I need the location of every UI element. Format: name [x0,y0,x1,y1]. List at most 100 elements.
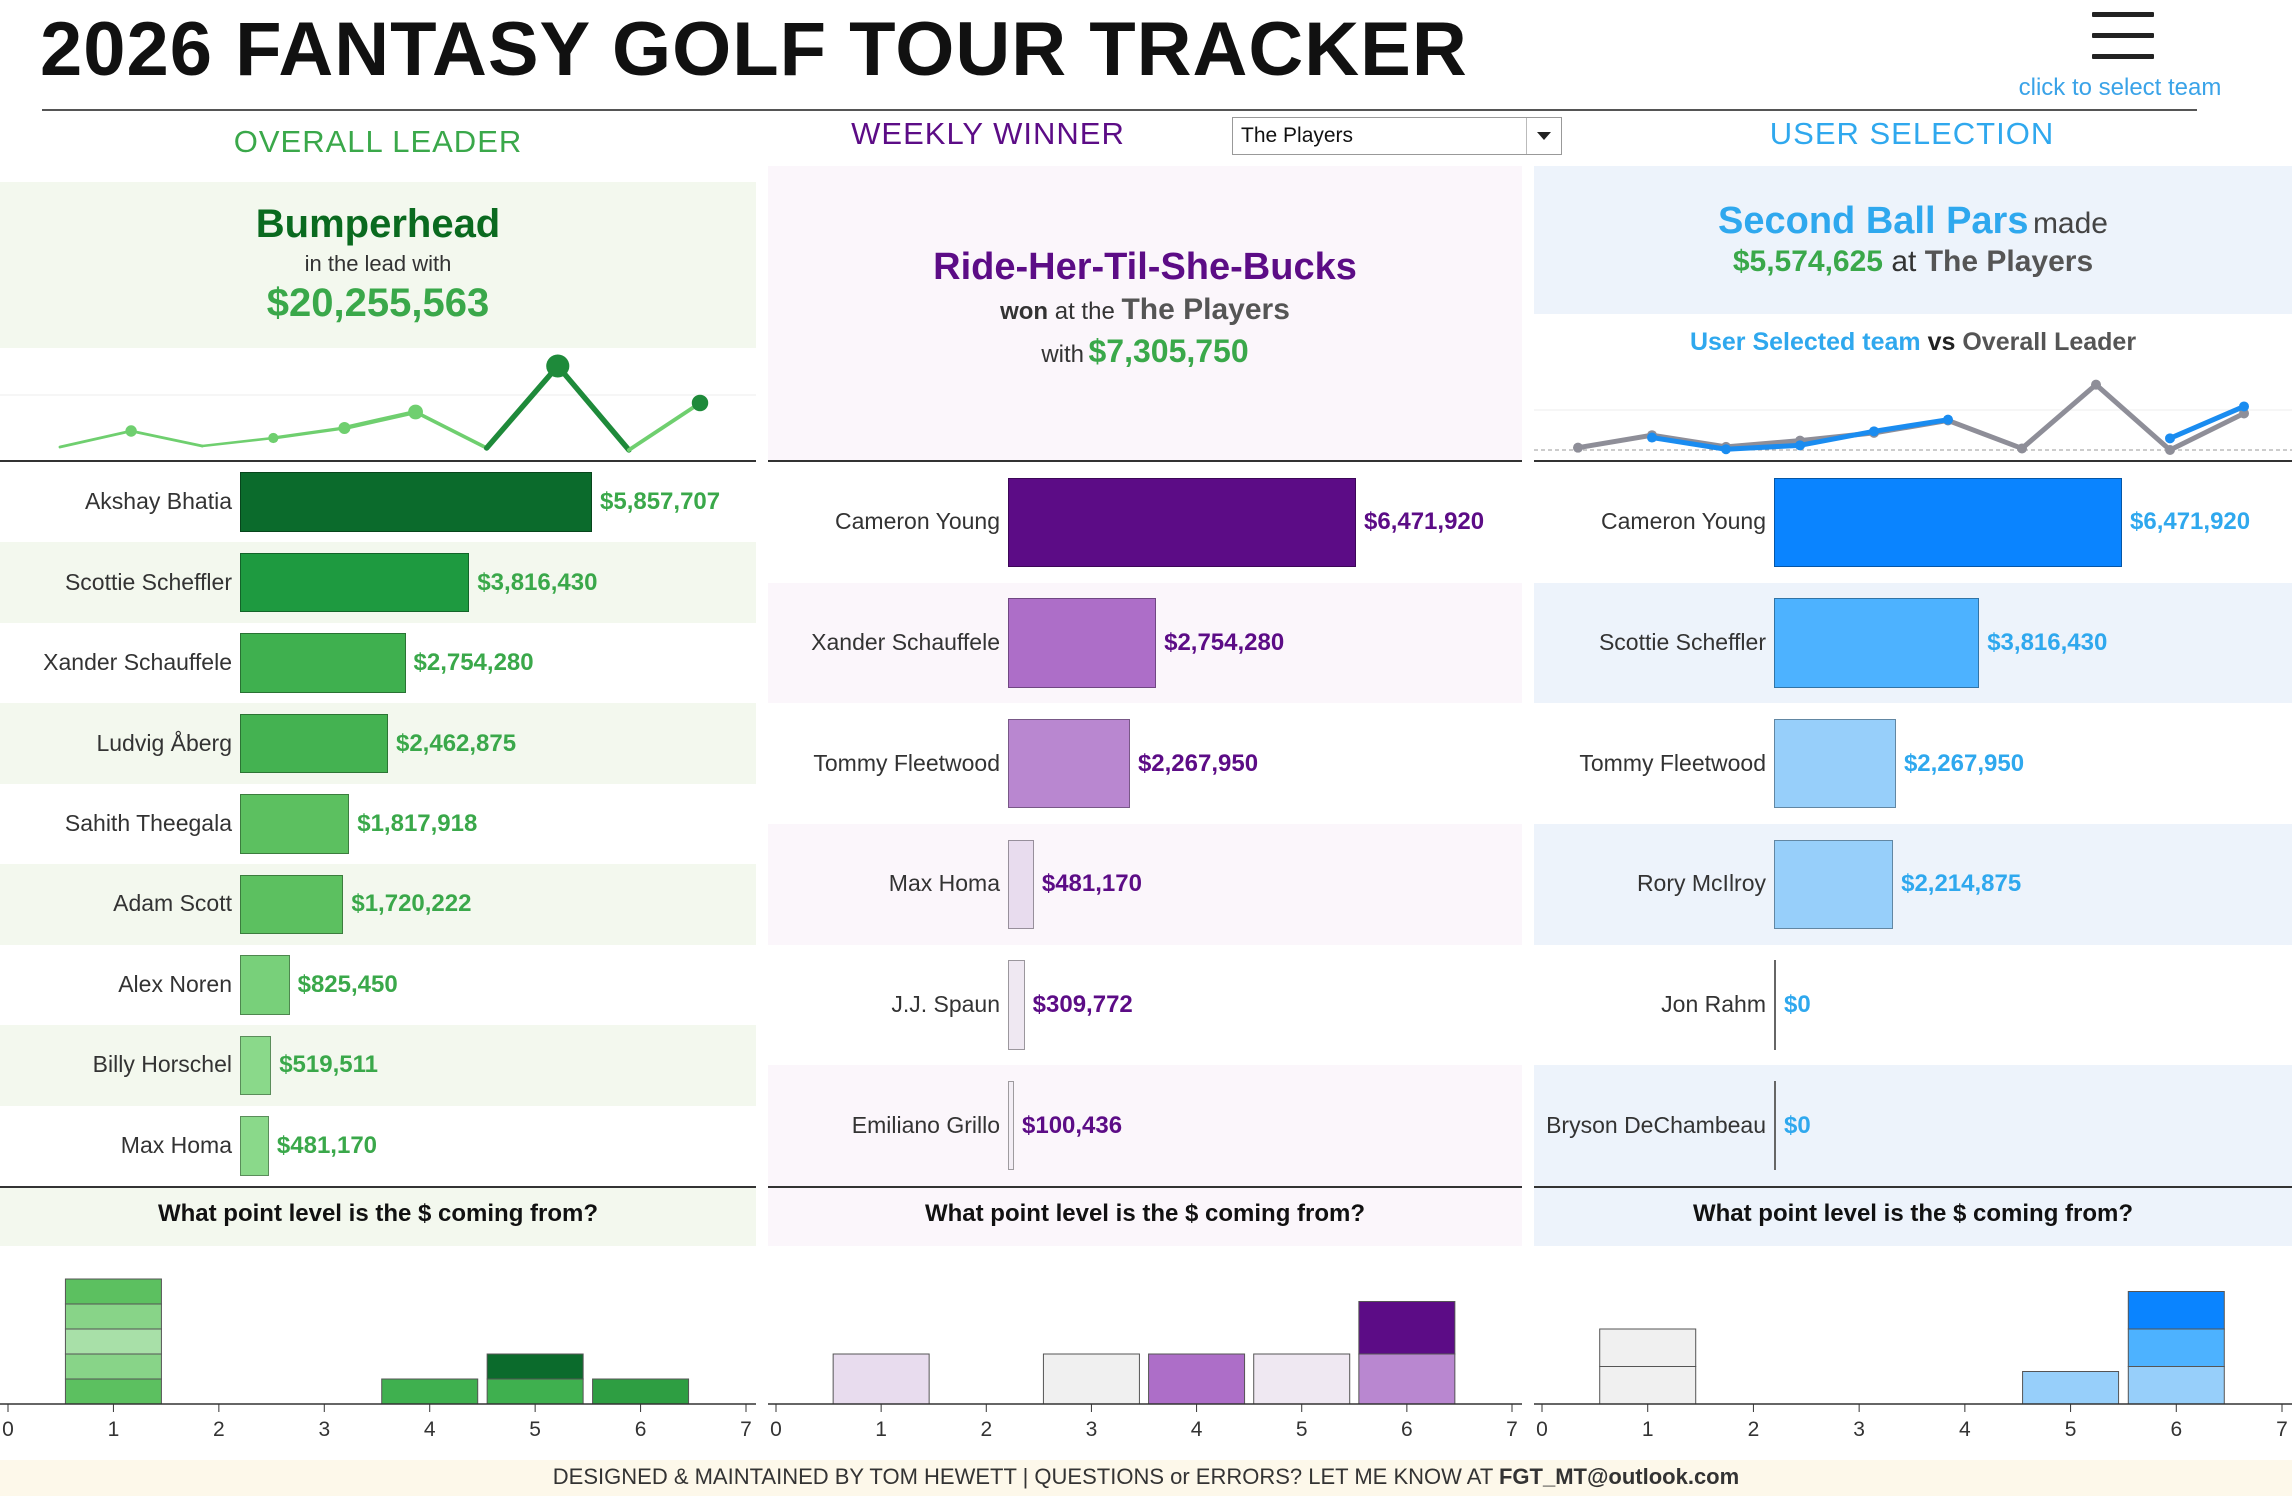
bar-row-band [1534,824,2292,945]
overall-bar-chart: Akshay Bhatia $5,857,707 Scottie Scheffler… [0,462,756,1186]
weekly-team-name: Ride-Her-Til-She-Bucks [933,246,1357,288]
player-earnings-value: $481,170 [1041,870,1142,898]
trend-segment [626,401,702,452]
trend-segment [555,363,632,453]
player-earnings-value: $825,450 [297,970,398,998]
x-tick-label: 2 [980,1418,992,1441]
x-tick-label: 3 [1853,1418,1865,1441]
footer-email-link[interactable]: FGT_MT@outlook.com [1498,1464,1740,1489]
chevron-down-icon[interactable] [1526,118,1561,154]
user-bar-chart: Cameron Young $6,471,920 Scottie Scheffler… [1534,462,2292,1186]
player-name-label: Alex Noren [118,970,232,997]
player-name-label: Tommy Fleetwood [1579,749,1766,776]
trend-segment [342,409,418,431]
x-tick-label: 0 [770,1418,782,1441]
player-name-label: Ludvig Åberg [96,729,232,756]
x-tick-label: 4 [424,1418,436,1441]
trend-segment [129,429,204,448]
compare-leader-label: Overall Leader [1962,328,2137,356]
weekly-amount: $7,305,750 [1088,333,1249,369]
weekly-bar-chart: Cameron Young $6,471,920 Xander Schauffele… [768,462,1522,1186]
hamburger-menu-icon[interactable] [2092,12,2154,62]
player-earnings-bar[interactable] [1008,719,1130,809]
point-level-segment [1358,1301,1456,1355]
bar-row-band [768,1065,1522,1186]
player-earnings-bar[interactable] [1774,960,1776,1050]
player-earnings-bar[interactable] [240,1035,272,1096]
x-tick-label: 3 [1086,1418,1098,1441]
user-made-word: made [2032,207,2108,240]
comparison-point [2091,379,2101,390]
player-earnings-bar[interactable] [1008,1081,1014,1171]
event-dropdown[interactable]: The Players [1232,117,1562,155]
comparison-line [1651,404,2245,452]
player-earnings-bar[interactable] [1774,839,1894,929]
player-earnings-bar[interactable] [1774,1081,1776,1171]
player-earnings-bar[interactable] [240,633,406,693]
player-earnings-bar[interactable] [240,1116,269,1176]
player-earnings-value: $100,436 [1022,1111,1123,1139]
player-earnings-bar[interactable] [240,874,344,935]
player-earnings-value: $1,817,918 [357,810,478,837]
comparison-point [1573,442,1583,453]
player-earnings-bar[interactable] [240,794,350,854]
point-level-segment [486,1353,584,1380]
player-earnings-value: $3,816,430 [477,568,598,596]
bar-row-band [0,864,756,945]
trend-point [125,425,137,437]
weekly-at-the: at the [1054,298,1115,325]
weekly-with-word: with [1041,341,1085,368]
overall-subtitle: in the lead with [304,251,452,276]
player-earnings-bar[interactable] [240,552,470,613]
player-name-label: Max Homa [120,1131,232,1158]
player-name-label: J.J. Spaun [891,991,1000,1017]
trend-point [408,404,423,420]
player-earnings-bar[interactable] [1774,719,1896,809]
x-tick-label: 6 [1401,1418,1413,1441]
overall-point-question: What point level is the $ coming from? [0,1188,756,1246]
user-event-name: The Players [1924,245,2094,278]
comparison-point [1795,440,1805,451]
point-level-segment [2127,1291,2225,1330]
overall-trend-chart [0,354,756,453]
trend-segment [271,426,347,440]
x-tick-label: 5 [2065,1418,2077,1441]
player-name-label: Billy Horschel [92,1051,232,1078]
point-level-segment [1599,1366,1697,1405]
player-earnings-bar[interactable] [1008,839,1034,929]
player-earnings-bar[interactable] [1774,598,1980,688]
x-tick-label: 4 [1191,1418,1203,1441]
player-earnings-bar[interactable] [1008,960,1025,1050]
point-level-segment [2127,1328,2225,1367]
player-earnings-value: $2,214,875 [1901,870,2022,898]
event-dropdown-value: The Players [1241,124,1354,147]
player-earnings-bar[interactable] [1008,598,1157,688]
x-tick-label: 1 [1642,1418,1654,1441]
player-name-label: Cameron Young [1601,508,1766,535]
player-earnings-value: $309,772 [1032,991,1133,1018]
select-team-link[interactable]: click to select team [2018,74,2222,101]
player-earnings-bar[interactable] [240,713,388,774]
player-name-label: Jon Rahm [1661,991,1766,1017]
player-earnings-bar[interactable] [240,472,592,532]
point-level-segment [832,1353,930,1405]
point-level-segment [486,1378,584,1405]
user-point-level-chart: 0 1 2 3 4 5 6 7 [1534,1291,2292,1441]
player-earnings-value: $5,857,707 [600,488,721,516]
bar-row-band [0,1025,756,1106]
player-earnings-bar[interactable] [240,955,290,1015]
x-tick-label: 4 [1959,1418,1971,1441]
player-name-label: Scottie Scheffler [64,568,232,595]
player-name-label: Xander Schauffele [43,649,232,676]
overall-point-level-chart: 0 1 2 3 4 5 6 7 [0,1278,756,1441]
x-tick-label: 1 [875,1418,887,1441]
page-title: 2026 FANTASY GOLF TOUR TRACKER [40,7,1468,92]
point-level-segment [1148,1353,1246,1405]
player-earnings-value: $2,754,280 [1164,629,1285,656]
weekly-won-word: won [1000,298,1049,325]
comparison-point [2239,408,2249,419]
player-earnings-bar[interactable] [1008,477,1356,567]
player-earnings-value: $481,170 [276,1131,378,1159]
comparison-point [2239,401,2249,412]
player-earnings-bar[interactable] [1774,477,2122,567]
